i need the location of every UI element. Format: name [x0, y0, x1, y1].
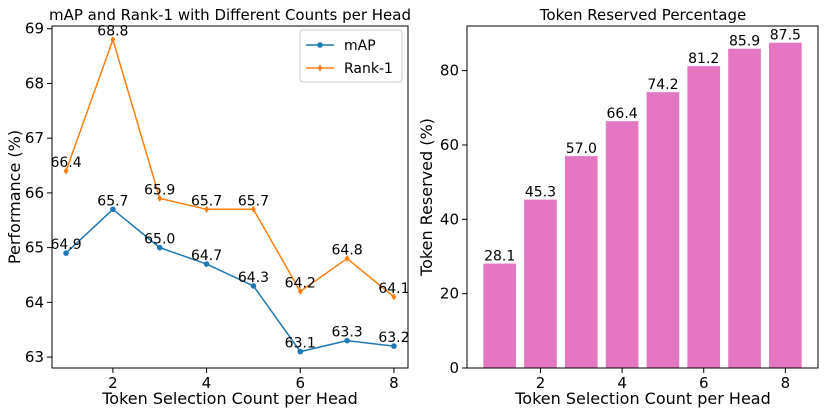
left-x-axis-label: Token Selection Count per Head	[101, 389, 358, 408]
left-y-axis-label: Performance (%)	[5, 130, 24, 264]
right-y-tick-label: 20	[440, 285, 459, 303]
right-y-tick-label: 40	[440, 210, 459, 228]
map-point	[156, 244, 163, 251]
right-y-tick-label: 60	[440, 136, 459, 154]
legend-map-label: mAP	[344, 38, 376, 54]
legend-rank1-marker	[317, 64, 323, 72]
map-data-label: 65.7	[97, 193, 128, 209]
left-x-tick-label: 4	[202, 374, 212, 392]
right-y-tick-label: 0	[449, 359, 459, 377]
map-data-label: 64.7	[191, 248, 222, 264]
right-bar-chart: Token Reserved Percentage 2 4 6 8020406080 …	[417, 6, 819, 408]
map-data-label: 63.1	[285, 336, 316, 352]
bar-data-label: 74.2	[647, 77, 678, 93]
left-y-tick-label: 63	[25, 348, 44, 366]
left-y-tick-label: 67	[25, 129, 44, 147]
left-series-group	[63, 36, 397, 355]
legend-rank1-label: Rank-1	[344, 61, 393, 77]
token-reserved-bar	[605, 121, 639, 368]
rank1-point	[110, 36, 116, 44]
bar-data-label: 85.9	[729, 34, 760, 50]
map-point	[250, 283, 257, 289]
legend-map-marker	[317, 42, 323, 48]
right-y-tick-label: 80	[440, 62, 459, 80]
rank1-data-label: 64.2	[285, 275, 316, 291]
right-x-tick-label: 2	[536, 374, 546, 392]
token-reserved-bar	[687, 66, 721, 368]
left-data-labels: 64.9 65.7 65.0 64.7 64.3 63.1 63.3 63.2 66.4 68.8…	[50, 24, 409, 352]
left-y-tick-label: 68	[25, 74, 44, 92]
right-plot-frame	[466, 25, 819, 369]
bar-data-label: 81.2	[688, 51, 719, 67]
bar-data-label: 28.1	[484, 249, 515, 265]
left-y-tick-label: 69	[25, 20, 44, 38]
rank1-point	[391, 293, 397, 301]
rank1-point	[250, 205, 256, 213]
rank1-point	[204, 205, 210, 213]
right-x-tick-label: 4	[617, 374, 627, 392]
map-series-line	[65, 208, 395, 353]
map-point	[297, 348, 304, 355]
rank1-data-label: 65.7	[238, 193, 269, 209]
token-reserved-bar	[524, 199, 557, 368]
rank1-data-label: 64.8	[332, 243, 363, 259]
right-x-tick-label: 6	[699, 374, 709, 392]
right-x-tick-label: 8	[781, 374, 791, 392]
map-point	[203, 261, 210, 267]
map-data-label: 64.3	[238, 270, 269, 286]
rank1-series-line	[65, 38, 395, 298]
left-x-tick-label: 2	[108, 374, 118, 392]
rank1-point	[344, 255, 350, 263]
map-point	[391, 343, 397, 349]
left-plot-frame	[51, 25, 409, 369]
map-data-label: 63.2	[378, 330, 409, 346]
map-data-label: 64.9	[50, 237, 81, 253]
left-x-tick-label: 6	[295, 374, 305, 392]
right-x-axis-label: Token Selection Count per Head	[514, 389, 771, 408]
rank1-data-label: 68.8	[97, 24, 128, 40]
rank1-point	[297, 287, 303, 295]
left-chart-title: mAP and Rank-1 with Different Counts per…	[49, 6, 411, 24]
map-data-label: 63.3	[332, 325, 363, 341]
map-point	[110, 206, 116, 213]
rank1-data-label: 64.1	[378, 281, 409, 297]
rank1-point	[63, 167, 69, 175]
right-chart-title: Token Reserved Percentage	[539, 6, 746, 24]
rank1-point	[157, 194, 163, 202]
right-bars-group	[483, 42, 802, 369]
token-reserved-bar	[728, 48, 761, 368]
token-reserved-bar	[769, 42, 802, 368]
right-y-axis-label: Token Reserved (%)	[417, 118, 436, 277]
bar-data-label: 87.5	[770, 28, 801, 44]
map-point	[63, 250, 69, 256]
bar-data-label: 45.3	[525, 185, 556, 201]
token-reserved-bar	[483, 263, 516, 368]
rank1-data-label: 65.7	[191, 193, 222, 209]
rank1-data-label: 65.9	[144, 182, 175, 198]
map-data-label: 65.0	[144, 232, 175, 248]
map-point	[344, 337, 350, 344]
left-legend: mAP Rank-1	[299, 29, 403, 83]
left-y-tick-label: 65	[25, 239, 44, 257]
bar-data-label: 66.4	[607, 106, 638, 122]
left-y-tick-label: 64	[25, 293, 44, 311]
left-line-chart: mAP and Rank-1 with Different Counts per…	[5, 6, 411, 408]
token-reserved-bar	[646, 92, 680, 369]
left-x-tick-label: 8	[389, 374, 399, 392]
left-y-tick-label: 66	[25, 184, 44, 202]
right-data-labels: 28.1 45.3 57.0 66.4 74.2 81.2 85.9 87.5	[484, 28, 801, 265]
rank1-data-label: 66.4	[50, 155, 81, 171]
bar-data-label: 57.0	[566, 141, 597, 157]
token-reserved-bar	[564, 156, 598, 368]
legend-box	[299, 29, 403, 83]
